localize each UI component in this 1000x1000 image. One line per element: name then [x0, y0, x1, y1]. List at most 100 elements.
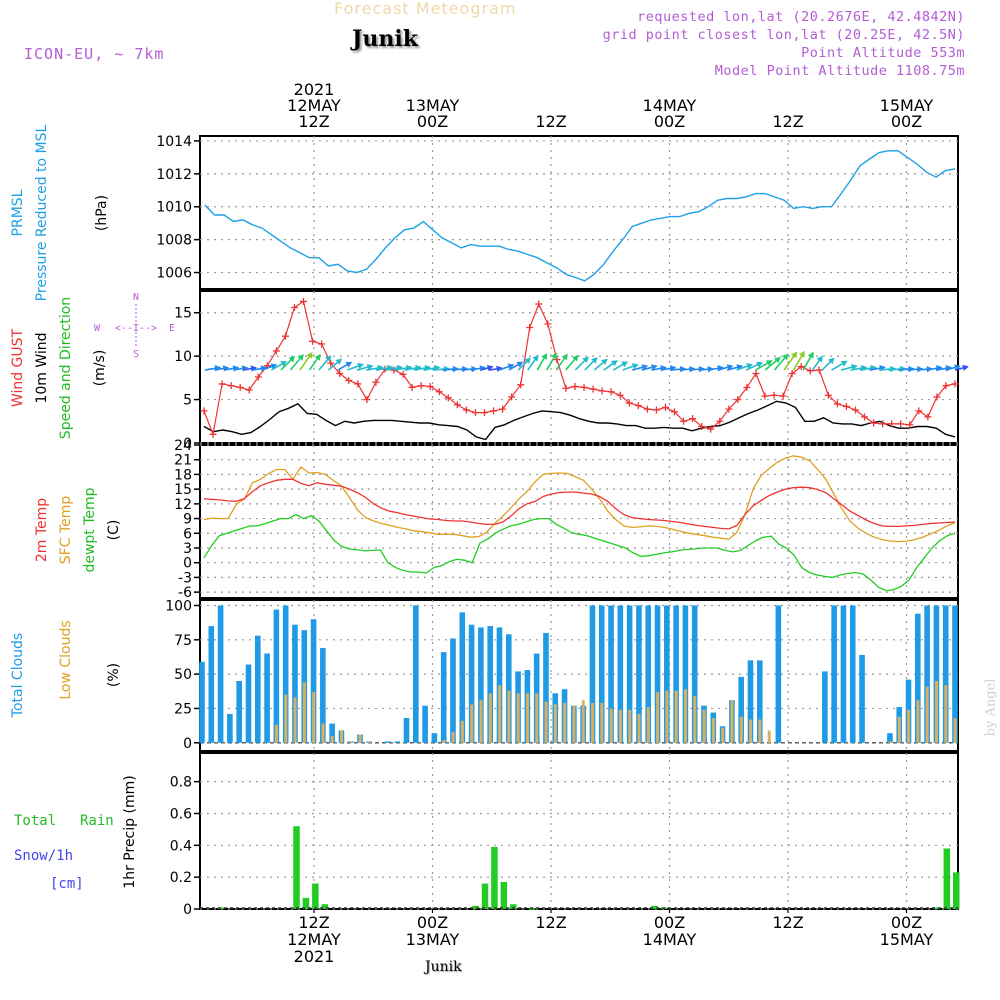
wind-gust-marker	[336, 370, 344, 378]
time-label-bottom: 2021	[294, 947, 335, 966]
low-cloud-bar	[730, 700, 734, 743]
pressure-unit: (hPa)	[94, 195, 110, 231]
low-cloud-bar	[479, 700, 483, 743]
temperature-ytick-label: 12	[174, 497, 192, 513]
point-altitude: Point Altitude 553m	[801, 45, 965, 61]
low-cloud-bar	[349, 741, 353, 743]
wind-direction-arrowhead	[840, 360, 848, 367]
wind-direction-arrowhead	[816, 355, 823, 363]
wind-direction-arrowhead	[335, 358, 343, 365]
low-cloud-bar	[563, 702, 567, 743]
wind-direction-arrowhead	[366, 364, 374, 371]
temperature-ytick-label: -3	[178, 570, 192, 586]
total-cloud-bar	[254, 635, 261, 743]
pressure-ytick-label: 1014	[156, 134, 192, 150]
wind-gust-marker	[897, 420, 905, 428]
total-cloud-bar	[673, 605, 679, 743]
sfc-temp-line	[203, 455, 956, 543]
total-cloud-bar	[478, 627, 484, 743]
wind-gust-marker	[942, 382, 950, 390]
total-cloud-bar	[691, 605, 698, 743]
compass-w: W	[94, 323, 101, 334]
total-cloud-bar	[199, 661, 205, 743]
temperature-ytick-label: 3	[183, 541, 192, 557]
compass-s: S	[133, 349, 139, 360]
rain-bar	[491, 846, 498, 909]
low-cloud-bar	[470, 704, 474, 743]
clouds-ytick-label: 25	[174, 701, 192, 717]
low-cloud-bar	[897, 716, 901, 743]
wind-direction-arrowhead	[591, 357, 598, 364]
wind-direction-arrowhead	[828, 357, 835, 365]
wind-gust-marker	[327, 359, 335, 367]
total-cloud-bar	[636, 605, 642, 743]
total-cloud-bar	[329, 723, 335, 743]
total-cloud-bar	[831, 605, 837, 743]
wind-gust-marker	[499, 405, 507, 413]
wind-gust-marker	[399, 370, 407, 378]
total-cloud-bar	[840, 605, 847, 743]
wind-direction-arrowhead	[524, 357, 531, 364]
time-label-top: 12Z	[772, 112, 803, 131]
pressure-ytick-label: 1008	[156, 233, 192, 249]
time-label-bottom: 00Z	[891, 913, 922, 932]
low-cloud-bar	[516, 693, 520, 743]
temperature-ytick-label: 24	[174, 438, 192, 454]
wind-gust-marker	[743, 383, 751, 391]
wind-direction-arrowhead	[611, 360, 618, 367]
wind-gust-marker	[453, 401, 461, 409]
rain-bar	[651, 905, 658, 909]
total-cloud-bar	[617, 605, 624, 743]
total-cloud-bar	[273, 609, 280, 743]
wind-gust-marker	[290, 304, 298, 312]
wind-gust-marker	[209, 430, 217, 438]
total-cloud-bar	[915, 613, 921, 743]
wind-direction-arrowhead	[631, 363, 639, 370]
time-label-bottom: 12Z	[772, 913, 803, 932]
model-label: ICON-EU, ~ 7km	[24, 45, 165, 63]
total-cloud-bar	[654, 605, 661, 743]
pressure-line	[204, 150, 956, 282]
total-cloud-bar	[468, 624, 475, 743]
wind-direction-arrowhead	[791, 351, 798, 359]
wind-ytick-label: 0	[183, 436, 192, 452]
wind-gust-marker	[643, 405, 651, 413]
clouds-ytick-label: 75	[174, 633, 192, 649]
total-cloud-bar	[664, 605, 670, 743]
wind-gust-marker	[806, 367, 814, 375]
low-cloud-bar	[340, 730, 344, 743]
wind-gust-marker	[634, 402, 642, 410]
low-cloud-bar	[367, 741, 371, 743]
compass-n: N	[133, 292, 139, 303]
low-cloud-bar	[302, 682, 306, 743]
wind-gust-marker	[879, 420, 887, 428]
low-cloud-bar	[739, 716, 743, 743]
low-cloud-bar	[767, 730, 771, 743]
rain-bar	[481, 883, 489, 909]
total-cloud-bar	[859, 654, 865, 743]
low-cloud-bar	[591, 702, 595, 743]
wind-gust-marker	[589, 385, 597, 393]
wind-ytick-label: 15	[174, 306, 192, 322]
wind-direction-arrowhead	[582, 356, 589, 364]
wind-direction-arrowhead	[851, 364, 858, 371]
wind-gust-marker	[309, 337, 317, 345]
total-cloud-bar	[394, 741, 401, 743]
rain-bar	[293, 826, 300, 909]
total-cloud-bar	[413, 605, 419, 743]
wind-gust-marker	[716, 417, 724, 425]
wind-direction-arrowhead	[297, 354, 304, 361]
time-label-bottom: 00Z	[654, 913, 685, 932]
wind-direction-arrowhead	[601, 358, 608, 366]
wind-gust-marker	[797, 363, 805, 371]
wind-gust-marker	[888, 420, 896, 428]
gridpoint-coords: grid point closest lon,lat (20.25E, 42.5…	[602, 27, 965, 43]
clouds-unit: (%)	[106, 663, 122, 687]
wind-direction-arrowhead	[314, 354, 321, 361]
wind-gust-marker	[625, 399, 633, 407]
total-cloud-bar	[320, 648, 326, 743]
clouds-ytick-label: 100	[165, 598, 192, 614]
clouds-ylabel-total: Total Clouds	[10, 633, 26, 718]
total-cloud-bar	[505, 634, 512, 743]
total-cloud-bar	[775, 605, 782, 743]
